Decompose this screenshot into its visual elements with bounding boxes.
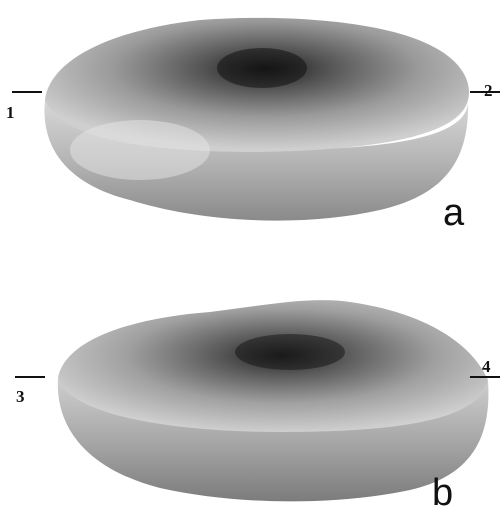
left-marker: 1 [6,103,15,122]
depression [217,48,307,88]
right-marker: 4 [482,357,491,376]
cell-surface-side [57,378,489,502]
depression [235,334,345,370]
panel-a: 1 2 a [6,17,500,234]
left-marker: 3 [16,387,25,406]
panel-b: 3 4 b [15,300,500,510]
right-marker: 2 [484,81,493,100]
panel-label: b [432,472,453,510]
cell-surface-side [44,100,469,221]
panel-label: a [443,192,465,234]
highlight [70,120,210,180]
